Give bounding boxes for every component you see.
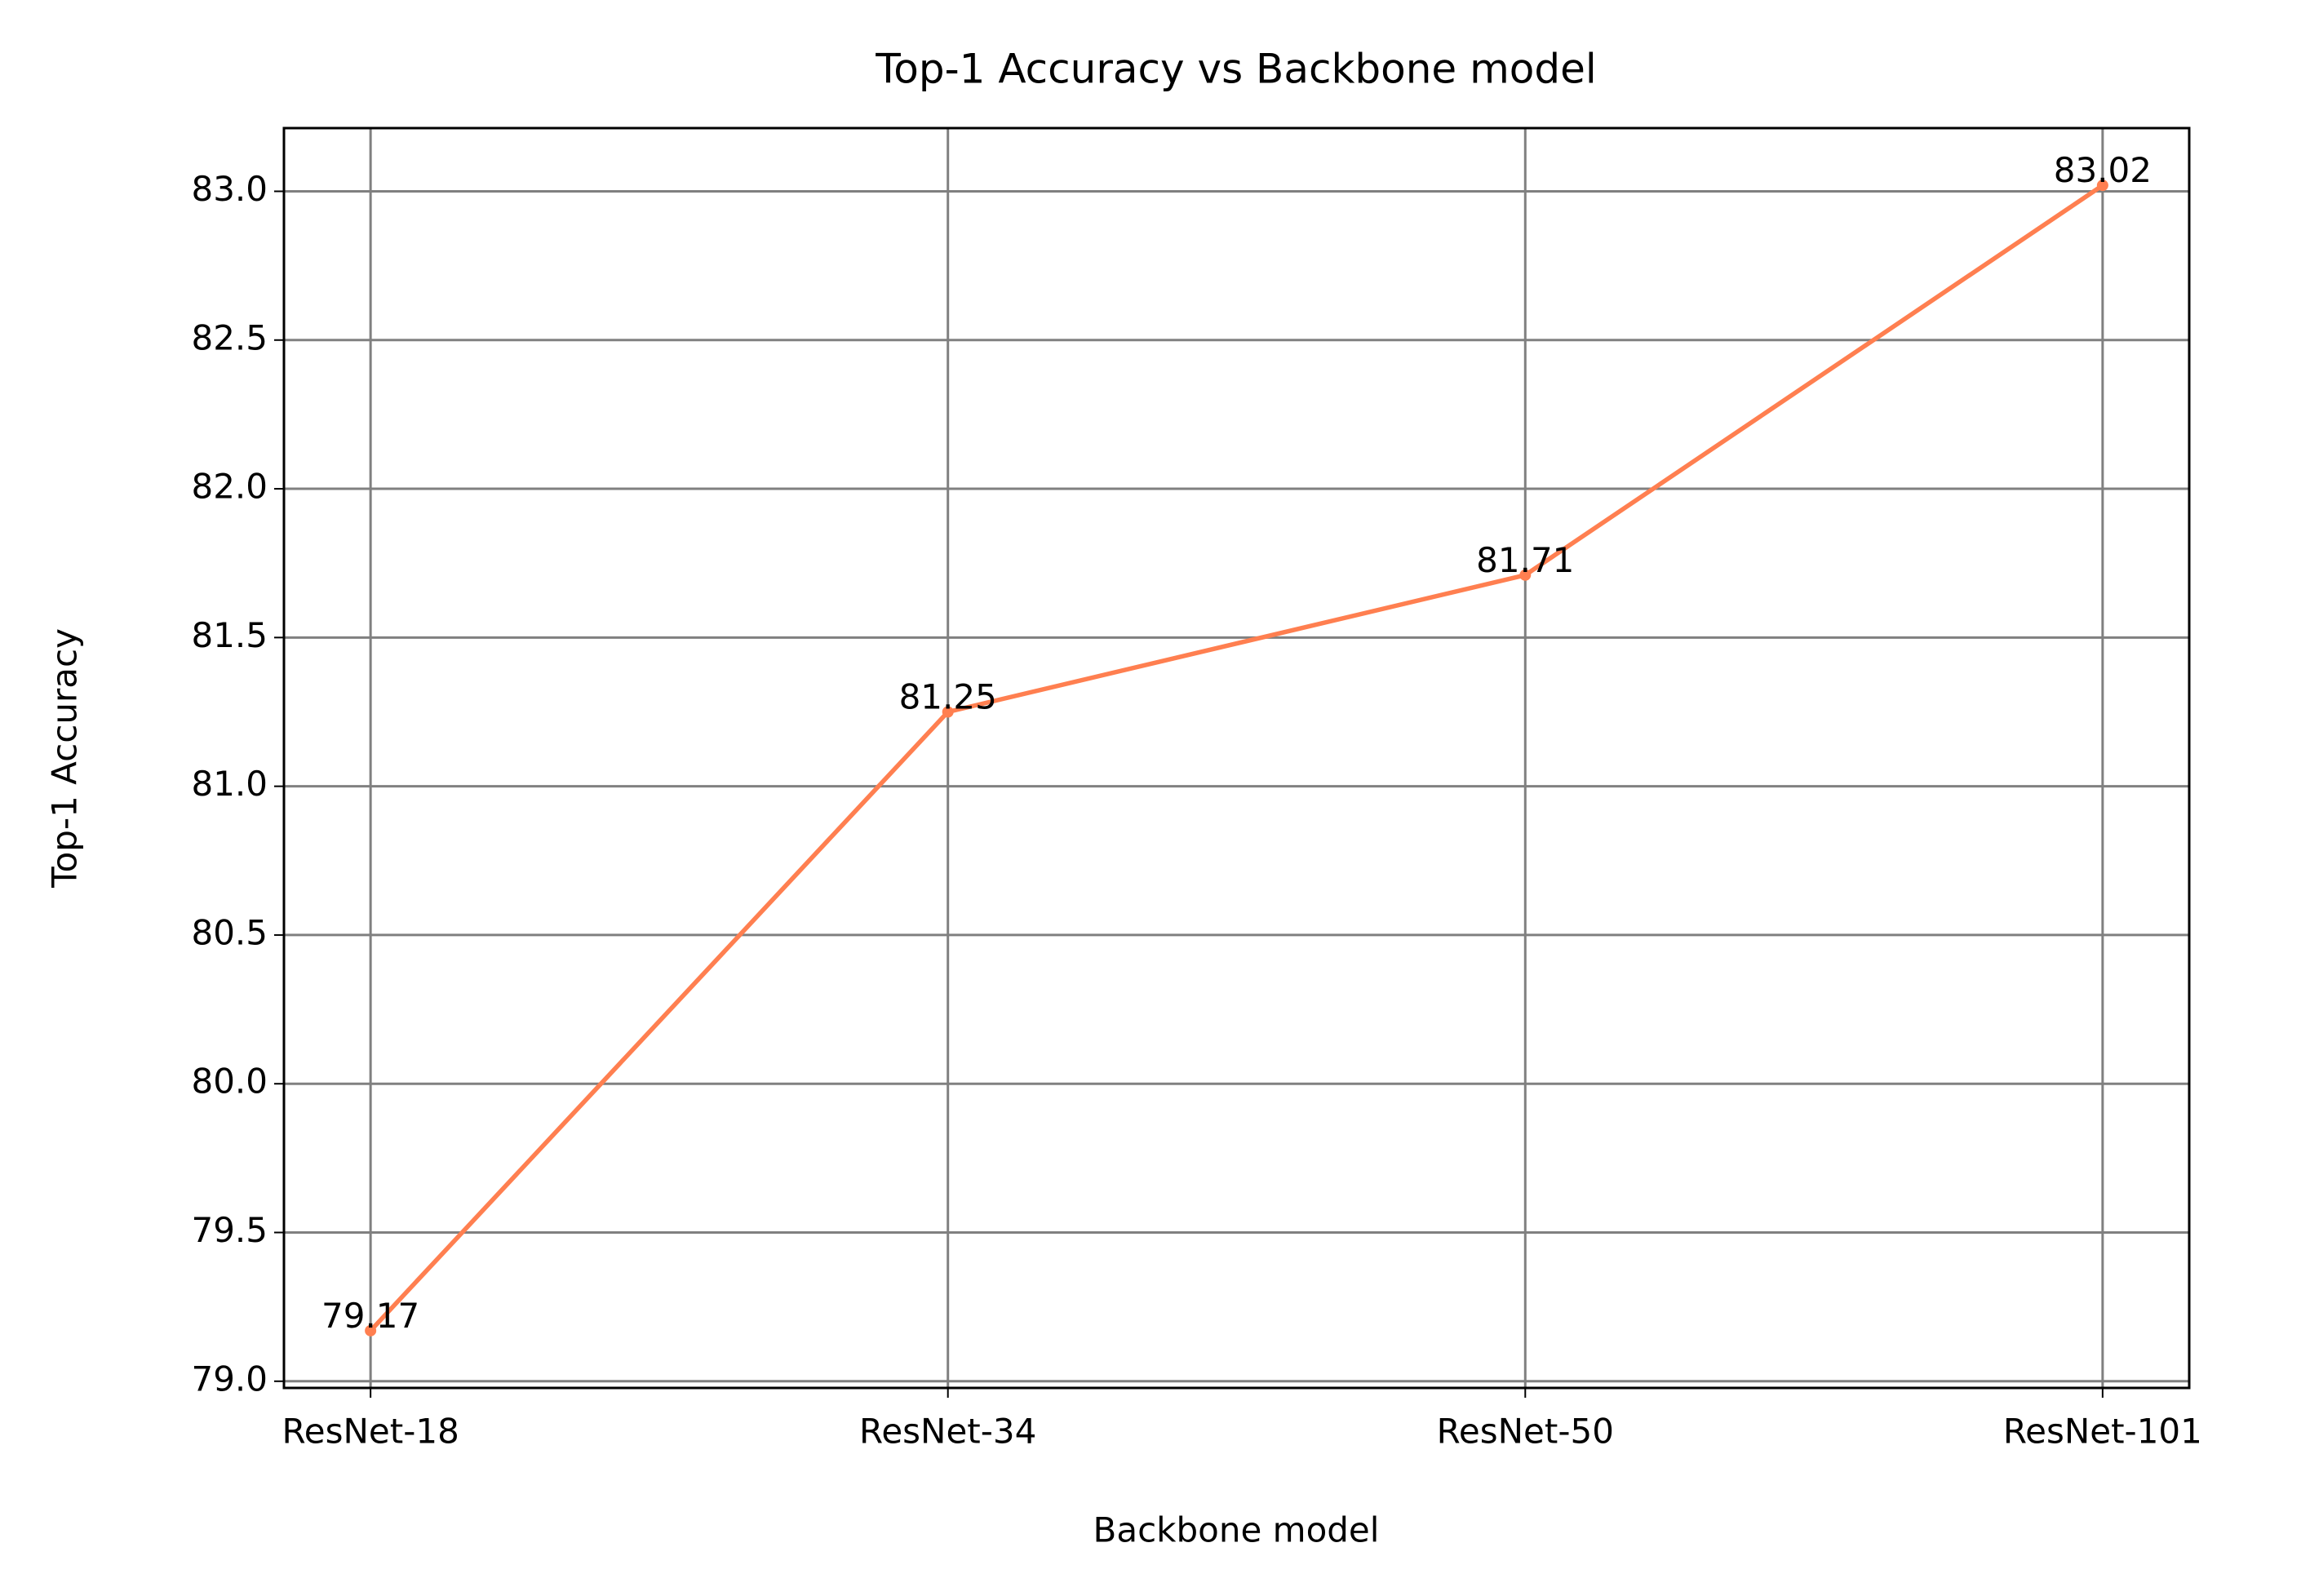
y-tick-label: 80.5: [191, 912, 268, 952]
point: [2096, 180, 2108, 192]
point: [365, 1324, 377, 1337]
y-tick-label: 79.0: [191, 1359, 268, 1399]
point: [942, 706, 954, 718]
data-label: 81.25: [899, 676, 997, 716]
x-tick-label: ResNet-50: [1437, 1412, 1614, 1452]
x-tick-label: ResNet-101: [2003, 1412, 2202, 1452]
y-tick-label: 79.5: [191, 1210, 268, 1250]
chart-title: Top-1 Accuracy vs Backbone model: [875, 46, 1597, 93]
data-label: 79.17: [321, 1296, 419, 1336]
data-label: 83.02: [2054, 150, 2152, 190]
y-tick-label: 80.0: [191, 1062, 268, 1102]
line: [369, 183, 2104, 1332]
y-axis-label: Top-1 Accuracy: [45, 628, 85, 889]
x-tick-label: ResNet-18: [282, 1412, 459, 1452]
point: [1519, 569, 1532, 581]
y-tick-label: 81.5: [191, 615, 268, 655]
y-tick-label: 81.0: [191, 764, 268, 804]
data-label: 81.71: [1476, 540, 1574, 580]
y-tick-label: 83.0: [191, 169, 268, 209]
x-tick-label: ResNet-34: [859, 1412, 1036, 1452]
y-tick-label: 82.5: [191, 317, 268, 357]
x-axis-label: Backbone model: [1093, 1510, 1380, 1550]
y-tick-label: 82.0: [191, 467, 268, 507]
plot-frame: [282, 126, 2191, 1390]
